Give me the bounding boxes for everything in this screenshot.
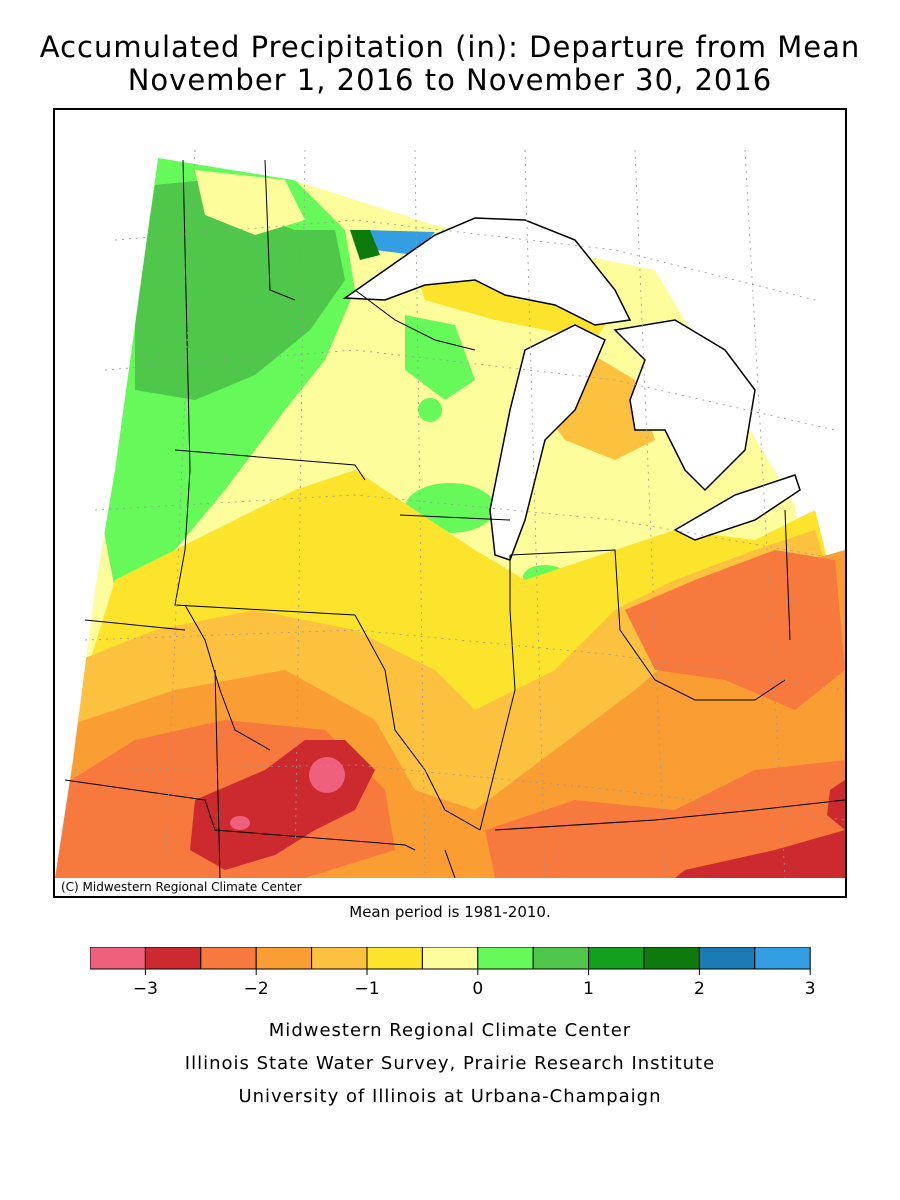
mean-period-note: Mean period is 1981-2010. bbox=[349, 903, 551, 921]
footer-university: University of Illinois at Urbana-Champai… bbox=[238, 1086, 662, 1107]
legend-swatch bbox=[477, 946, 534, 970]
color-legend: −3 −2 −1 0 1 2 3 bbox=[89, 946, 830, 1006]
legend-swatch bbox=[200, 946, 257, 970]
lake-michigan bbox=[489, 324, 606, 561]
lat-lon-grid bbox=[74, 149, 845, 879]
legend-tick-label: −2 bbox=[244, 979, 269, 999]
region-darkgreen-shore bbox=[350, 230, 380, 260]
region-lightyellow-north bbox=[195, 170, 305, 235]
legend-graphic: −3 −2 −1 0 1 2 3 bbox=[89, 946, 816, 999]
legend-tick-label: −3 bbox=[133, 979, 158, 999]
legend-swatch bbox=[698, 946, 756, 970]
region-red-east bbox=[827, 780, 845, 830]
legend-swatch bbox=[311, 946, 368, 970]
map-date-range: November 1, 2016 to November 30, 2016 bbox=[127, 63, 773, 97]
region-pink-missouri-1 bbox=[309, 757, 345, 793]
legend-tick-label: 3 bbox=[805, 979, 816, 999]
legend-swatch bbox=[144, 946, 202, 970]
legend-swatch bbox=[532, 946, 590, 970]
legend-swatch bbox=[255, 946, 313, 970]
lake-huron bbox=[613, 319, 756, 492]
region-red-southeast bbox=[675, 830, 845, 878]
legend-swatch bbox=[89, 946, 146, 970]
legend-swatch bbox=[588, 946, 645, 970]
map-graphic bbox=[55, 110, 845, 879]
legend-swatch bbox=[643, 946, 700, 970]
legend-tick-label: −1 bbox=[354, 979, 379, 999]
legend-swatch bbox=[366, 946, 423, 970]
legend-tick-label: 2 bbox=[694, 979, 705, 999]
lake-superior bbox=[342, 217, 632, 326]
region-yellow-upper bbox=[415, 270, 615, 340]
region-green-spot-4 bbox=[418, 398, 442, 422]
footer-org: Midwestern Regional Climate Center bbox=[268, 1020, 632, 1041]
no-data-north bbox=[55, 110, 845, 878]
precipitation-map: (C) Midwestern Regional Climate Center bbox=[53, 108, 847, 898]
footer-survey: Illinois State Water Survey, Prairie Res… bbox=[184, 1053, 716, 1074]
lake-erie bbox=[673, 474, 801, 541]
legend-tick-label: 1 bbox=[583, 979, 594, 999]
state-borders bbox=[64, 159, 845, 879]
region-green-wisconsin bbox=[405, 315, 475, 400]
map-credit: (C) Midwestern Regional Climate Center bbox=[57, 879, 306, 895]
map-title: Accumulated Precipitation (in): Departur… bbox=[39, 30, 861, 64]
region-redorange-ohio bbox=[625, 550, 845, 710]
legend-swatch bbox=[421, 946, 479, 970]
region-pink-missouri-2 bbox=[230, 816, 250, 830]
legend-swatch bbox=[754, 946, 811, 970]
legend-tick-label: 0 bbox=[472, 979, 483, 999]
